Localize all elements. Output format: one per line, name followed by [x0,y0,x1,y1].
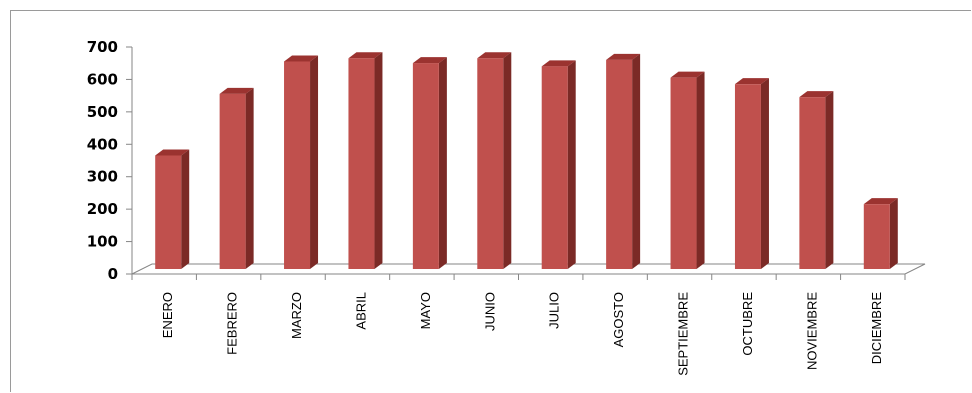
y-tick-label: 300 [87,168,118,186]
y-tick-label: 600 [87,70,118,88]
bar-octubre [734,78,769,270]
bar-top [863,198,898,205]
bar-top [412,57,447,64]
y-tick-label: 100 [87,233,118,251]
bar-marzo [284,55,319,270]
bar-side [181,149,190,269]
bar-top [284,55,319,62]
x-tick-label: DICIEMBRE [869,292,884,365]
x-tick-label: JULIO [547,292,562,329]
bar-front [284,61,311,270]
bar-mayo [412,57,447,270]
bar-side [825,91,834,269]
x-tick-label: SEPTIEMBRE [676,292,691,376]
bar-front [734,84,761,270]
bar-front [541,66,568,269]
bar-top [734,78,769,85]
x-tick-label: ABRIL [353,292,368,330]
bar-top [606,53,641,60]
x-tick-label: ENERO [160,292,175,338]
bar-front [348,58,375,269]
bar-agosto [606,53,641,270]
bar-febrero [219,87,254,269]
bar-top [219,87,254,94]
bar-side [632,53,641,270]
x-tick-label: MAYO [418,292,433,329]
chart-frame [10,10,971,392]
bar-front [219,93,246,269]
bar-side [760,78,769,270]
bar-side [374,52,383,269]
bar-side [889,198,898,269]
bar-top [477,52,512,59]
bar-side [696,71,705,270]
x-tick-label: NOVIEMBRE [804,292,819,370]
bar-front [412,63,439,270]
bar-top [541,60,576,67]
y-tick-label: 0 [108,265,118,283]
bar-enero [155,149,190,269]
bar-side [503,52,512,269]
bar-top [799,91,834,98]
bar-side [245,87,254,269]
bar-front [155,155,182,269]
bar-side [438,57,447,270]
y-tick-label: 700 [87,38,118,56]
bar-abril [348,52,383,269]
bar-front [606,59,633,270]
bar-front [799,97,826,269]
bar-noviembre [799,91,834,269]
bar-top [155,149,190,156]
y-tick-label: 500 [87,103,118,121]
bar-top [348,52,383,59]
x-tick-label: JUNIO [482,292,497,331]
bar-septiembre [670,71,705,270]
bar-side [310,55,319,270]
bar-side [567,60,576,270]
bar-diciembre [863,198,898,269]
x-tick-label: FEBRERO [225,292,240,355]
bar-front [477,58,504,269]
x-tick-label: OCTUBRE [740,292,755,356]
bar-front [670,77,697,270]
bar-julio [541,60,576,270]
x-tick-label: MARZO [289,292,304,339]
y-tick-label: 400 [87,135,118,153]
bar-front [863,204,890,269]
y-tick-label: 200 [87,200,118,218]
x-tick-label: AGOSTO [611,292,626,347]
bar-top [670,71,705,78]
bar-junio [477,52,512,269]
